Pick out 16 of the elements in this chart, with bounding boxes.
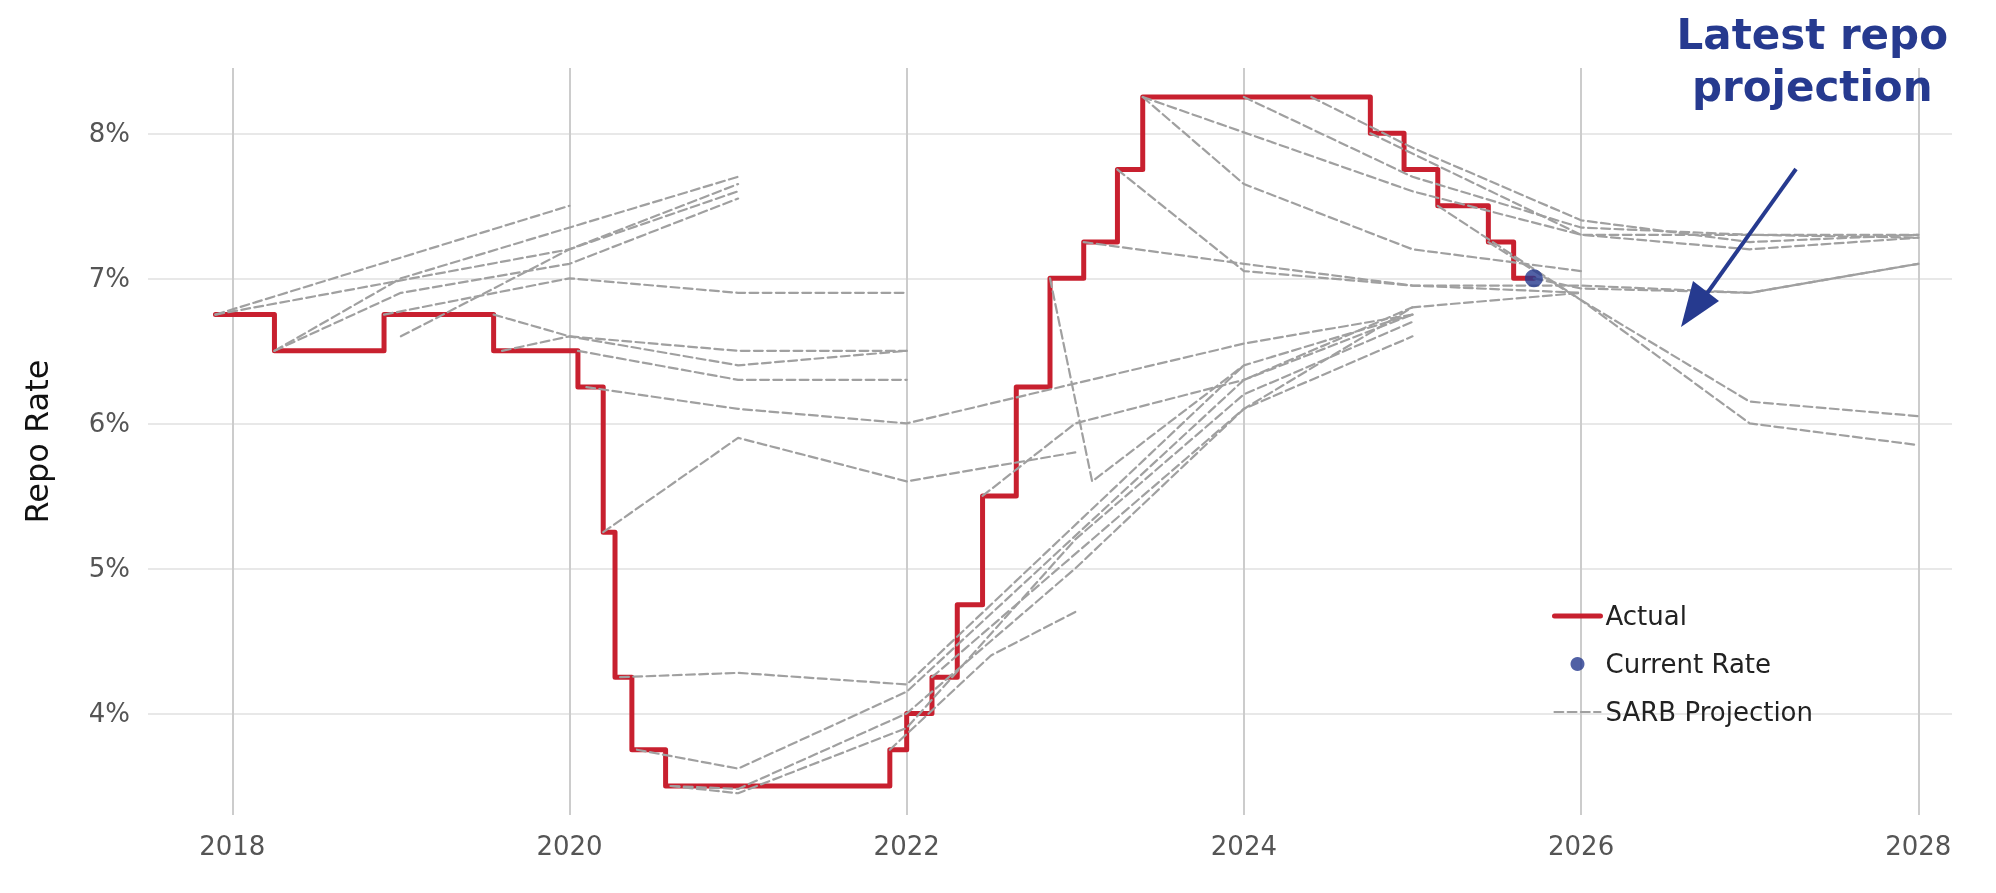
y-axis-title: Repo Rate — [18, 359, 56, 524]
legend-label: Current Rate — [1605, 649, 1772, 679]
y-tick-label: 8% — [88, 118, 130, 149]
annotation: Latest repo projection — [1676, 9, 1948, 111]
y-tick-label: 4% — [88, 698, 130, 729]
y-tick-label: 6% — [88, 408, 130, 439]
x-tick-label: 2020 — [536, 831, 603, 861]
legend-label: Actual — [1605, 601, 1687, 631]
x-tick-label: 2028 — [1885, 831, 1952, 861]
y-tick-label: 5% — [88, 553, 130, 584]
x-tick-label: 2026 — [1548, 831, 1615, 861]
legend-label: SARB Projection — [1605, 697, 1814, 727]
y-tick-label: 7% — [88, 263, 130, 294]
x-tick-label: 2024 — [1210, 831, 1277, 861]
x-tick-label: 2018 — [199, 831, 266, 861]
x-tick-label: 2022 — [873, 831, 940, 861]
